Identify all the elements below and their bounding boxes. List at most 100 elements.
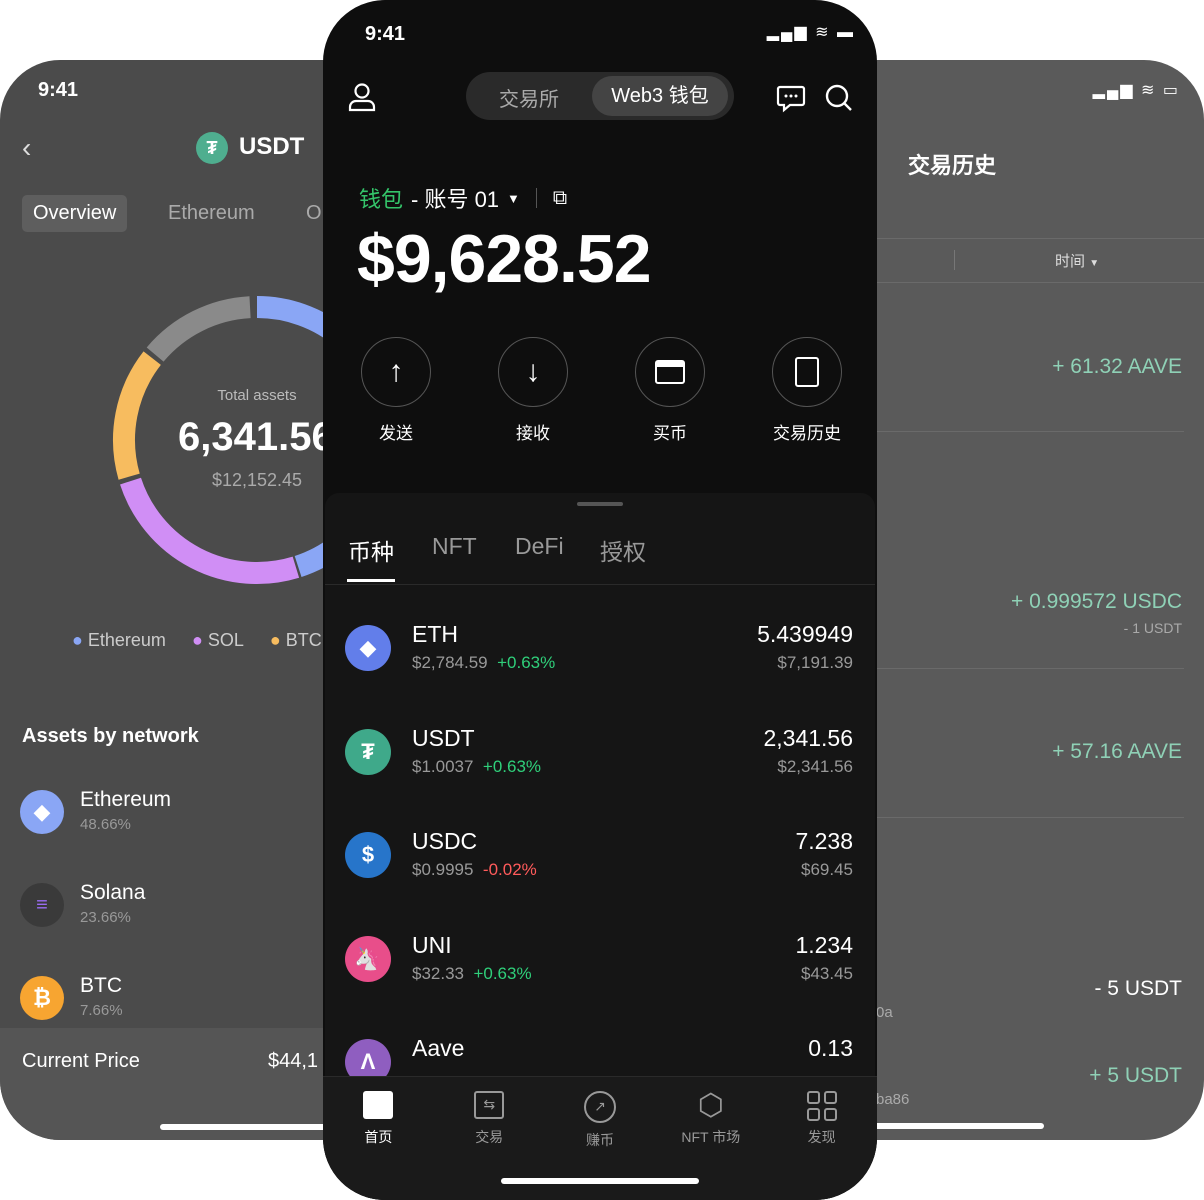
total-assets-label: Total assets (217, 387, 297, 404)
divider (325, 584, 875, 585)
token-change: +0.63% (482, 756, 542, 776)
eth-icon: ◆ (345, 625, 391, 671)
network-name: Ethereum (80, 788, 172, 811)
network-pct: 23.66% (80, 909, 131, 926)
donut-segment (120, 477, 300, 584)
status-icons: ▂▄▆ ≋ ▬ (766, 24, 855, 41)
receive-button[interactable]: ↓ 接收 (497, 337, 569, 444)
tab-exchange[interactable]: 交易所 (499, 89, 559, 111)
tab-other[interactable]: O (306, 202, 322, 224)
token-value: $7,191.39 (777, 653, 853, 672)
token-row[interactable]: ₮ USDT 2,341.56 $1.0037 +0.63% $2,341.56 (325, 717, 875, 797)
drag-handle[interactable] (577, 502, 623, 506)
tx-sub-amount: - 1 USDT (1123, 620, 1182, 636)
network-name: BTC (80, 974, 122, 997)
usdt-logo-icon: ₮ (196, 132, 228, 164)
tab-approvals[interactable]: 授权 (600, 539, 646, 565)
send-button[interactable]: ↑ 发送 (360, 337, 432, 444)
page-title: USDT (239, 133, 305, 160)
nav-nft-market[interactable]: ⬡ NFT 市场 (681, 1089, 741, 1146)
account-selector[interactable]: 钱包 - 账号 01 ▼ ⧉ (359, 182, 567, 214)
tab-web3-wallet[interactable]: Web3 钱包 (592, 76, 728, 116)
profile-icon[interactable] (348, 82, 376, 112)
divider (954, 250, 955, 270)
swap-icon: ⇆ (474, 1091, 505, 1119)
time-filter-dropdown[interactable]: 时间 ▼ (1055, 250, 1099, 271)
legend-label: SOL (207, 630, 244, 650)
token-value: $2,341.56 (777, 756, 853, 776)
status-time: 9:41 (365, 23, 406, 45)
tx-address: ba86 (876, 1091, 910, 1108)
grid-icon (806, 1091, 837, 1121)
nav-discover[interactable]: 发现 (767, 1091, 877, 1150)
token-row[interactable]: $ USDC 7.238 $0.9995 -0.02% $69.45 (325, 820, 875, 900)
legend-label: BTC (285, 630, 322, 650)
tab-tokens[interactable]: 币种 (348, 539, 394, 565)
tab-defi[interactable]: DeFi (515, 533, 564, 559)
tx-amount: - 5 USDT (1094, 977, 1182, 1000)
trend-icon: ↗ (583, 1091, 616, 1123)
home-indicator (160, 1124, 360, 1130)
hexagon-icon: ⬡ (697, 1089, 724, 1122)
tab-ethereum[interactable]: Ethereum (168, 202, 255, 224)
current-price-value: $44,1 (268, 1050, 319, 1072)
back-icon[interactable]: ‹ (22, 132, 32, 163)
tx-amount: + 5 USDT (1089, 1064, 1182, 1087)
status-icons: ▂▄▆ ≋ ▭ (1092, 82, 1180, 99)
token-change: -0.02% (482, 860, 537, 879)
tx-address: 0a (876, 1004, 893, 1021)
usdt-icon: ₮ (345, 728, 391, 775)
tab-nft[interactable]: NFT (432, 533, 477, 559)
legend-item: ● BTC (269, 630, 322, 650)
token-amount: 1.234 (795, 931, 853, 958)
home-indicator (870, 1123, 1044, 1129)
token-price-line: $1.0037 +0.63% (412, 757, 541, 777)
token-amount: 7.238 (795, 828, 853, 854)
document-icon (772, 337, 842, 407)
tx-amount: + 0.999572 USDC (1010, 590, 1182, 613)
token-price: $0.9995 (412, 860, 474, 879)
donut-segment (146, 296, 251, 362)
token-amount: 5.439949 (757, 621, 853, 647)
main-phone-wallet-screen: 9:41 ▂▄▆ ≋ ▬ 交易所 Web3 钱包 钱包 - 账号 01 ▼ ⧉ … (323, 0, 877, 1200)
token-price: $1.0037 (412, 756, 474, 776)
token-row[interactable]: 🦄 UNI 1.234 $32.33 +0.63% $43.45 (325, 924, 875, 1004)
legend-item: ● SOL (191, 630, 244, 650)
token-symbol: UNI (412, 931, 452, 958)
mode-switch: 交易所 Web3 钱包 (466, 72, 734, 120)
card-icon (635, 337, 705, 407)
nav-earn[interactable]: ↗ 赚币 (545, 1091, 655, 1150)
bottom-nav: 首页 ⇆ 交易 ↗ 赚币 ⬡ NFT 市场 发现 (323, 1076, 877, 1200)
tx-amount: + 57.16 AAVE (1052, 740, 1182, 763)
token-change: +0.63% (497, 653, 556, 672)
legend-item: ● Ethereum (72, 630, 166, 650)
token-symbol: ETH (412, 621, 458, 647)
token-value: $43.45 (801, 963, 853, 983)
buy-button[interactable]: 买币 (634, 337, 706, 444)
balance: $9,628.52 (357, 221, 652, 297)
total-assets-usd: $12,152.45 (211, 470, 303, 490)
nav-trade[interactable]: ⇆ 交易 (434, 1091, 544, 1150)
section-title: Assets by network (22, 725, 199, 747)
usdc-icon: $ (345, 832, 391, 878)
donut-segment (113, 351, 162, 480)
history-button[interactable]: 交易历史 (771, 337, 843, 444)
uni-icon: 🦄 (345, 935, 391, 982)
home-icon (363, 1091, 394, 1119)
token-price-line: $32.33 +0.63% (412, 964, 532, 984)
solana-icon: ≡ (20, 883, 64, 927)
token-price-line: $2,784.59 +0.63% (412, 653, 555, 673)
search-icon[interactable] (825, 84, 853, 112)
message-icon[interactable] (776, 85, 806, 113)
arrow-down-icon: ↓ (498, 337, 568, 407)
divider (780, 431, 1184, 432)
divider (780, 668, 1184, 669)
token-row[interactable]: ◆ ETH 5.439949 $2,784.59 +0.63% $7,191.39 (325, 613, 875, 693)
token-price: $2,784.59 (412, 653, 488, 672)
tab-overview[interactable]: Overview (22, 195, 128, 232)
time-filter-label: 时间 (1055, 253, 1086, 270)
home-indicator (501, 1178, 699, 1184)
nav-home[interactable]: 首页 (323, 1091, 433, 1150)
bitcoin-icon: ₿ (20, 976, 64, 1020)
switch-wallet-icon[interactable]: ⧉ (552, 186, 568, 209)
